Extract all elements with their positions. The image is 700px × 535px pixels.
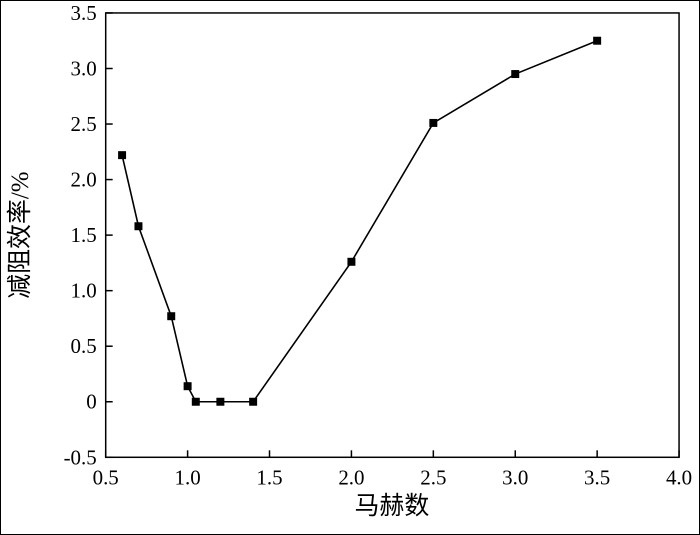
x-tick-label: 3.5 [584,465,610,489]
y-tick-label: 3.5 [71,1,97,25]
y-tick-label: 3.0 [71,57,97,81]
x-tick-label: 2.0 [338,465,364,489]
y-tick-label: 0.5 [71,334,97,358]
y-tick-label: 1.0 [71,279,97,303]
y-tick-label: 0 [86,390,96,414]
data-point-marker [429,118,438,127]
y-axis-title: 减阻效率/% [6,172,34,299]
data-line [121,39,598,403]
data-point-marker [118,151,127,160]
data-point-marker [216,397,225,406]
y-tick-label: -0.5 [64,445,97,469]
x-tick-label: 3.0 [502,465,528,489]
y-tick-label: 2.5 [71,112,97,136]
x-tick-label: 0.5 [93,465,119,489]
data-point-marker [511,70,520,79]
plot-border [104,12,680,459]
y-tick-label: 2.0 [71,168,97,192]
data-point-marker [183,382,192,391]
data-point-marker [134,222,143,231]
data-point-marker [167,312,176,321]
data-point-marker [347,257,356,266]
x-tick-label: 2.5 [420,465,446,489]
x-tick-label: 1.5 [256,465,282,489]
data-point-marker [249,397,258,406]
x-axis-title: 马赫数 [355,492,430,520]
data-point-marker [191,397,200,406]
x-tick-label: 1.0 [175,465,201,489]
x-tick-label: 4.0 [666,465,692,489]
data-point-marker [593,36,602,45]
y-tick-label: 1.5 [71,223,97,247]
